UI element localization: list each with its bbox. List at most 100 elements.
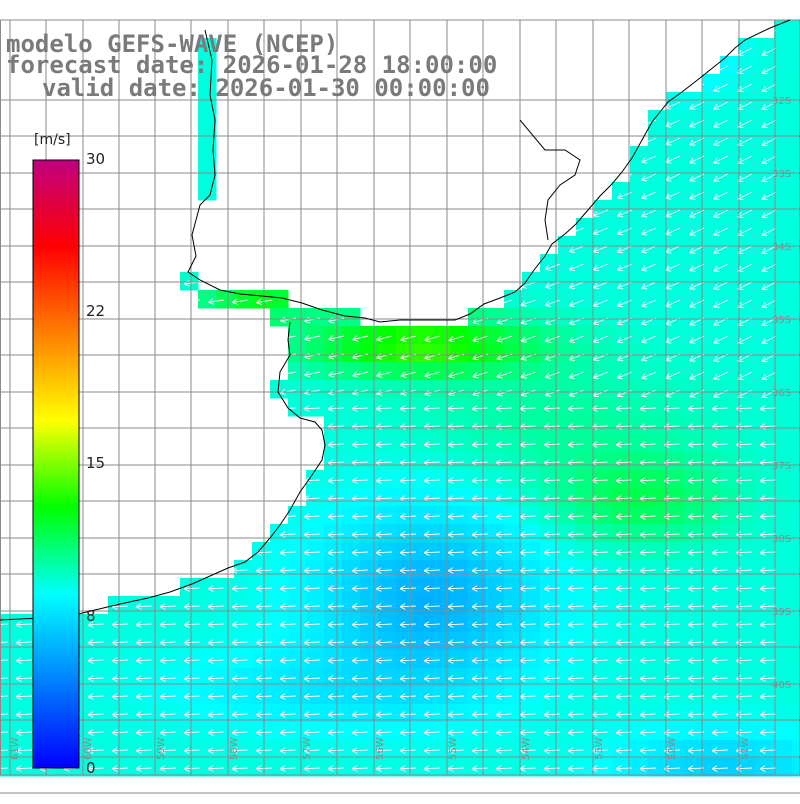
wind-arrow (279, 765, 297, 772)
wind-speed-cell (666, 146, 685, 165)
wind-arrow (495, 639, 513, 646)
wind-speed-cell (414, 542, 433, 561)
wind-speed-cell (198, 128, 217, 147)
wind-arrow (231, 729, 249, 736)
wind-speed-cell (756, 38, 775, 57)
wind-speed-cell (558, 380, 577, 399)
wind-arrow (543, 441, 561, 448)
wind-speed-cell (198, 146, 217, 165)
wind-arrow (135, 639, 153, 646)
wind-speed-cell (522, 380, 541, 399)
wind-speed-cell (720, 686, 739, 705)
wind-speed-cell (288, 650, 307, 669)
wind-speed-cell (360, 362, 379, 381)
wind-arrow (713, 101, 729, 110)
wind-arrow (616, 245, 633, 254)
wind-arrow (328, 371, 345, 378)
wind-speed-cell (126, 704, 145, 723)
wind-speed-cell (342, 434, 361, 453)
wind-speed-cell (594, 650, 613, 669)
wind-arrow (279, 370, 297, 378)
wind-speed-cell (774, 362, 793, 381)
wind-arrow (399, 405, 417, 412)
wind-arrow (761, 281, 777, 290)
wind-speed-cell (684, 650, 703, 669)
wind-arrow (159, 639, 177, 646)
wind-speed-cell (756, 254, 775, 273)
wind-arrow (231, 675, 249, 682)
wind-speed-cell (360, 542, 379, 561)
wind-speed-cell (792, 722, 800, 741)
wind-speed-cell (612, 758, 631, 777)
wind-arrow (711, 513, 729, 520)
wind-speed-cell (414, 650, 433, 669)
wind-arrow (495, 531, 513, 538)
wind-arrow (447, 441, 465, 448)
wind-speed-cell (378, 542, 397, 561)
wind-speed-cell (414, 596, 433, 615)
wind-arrow (327, 549, 345, 556)
wind-speed-cell (378, 416, 397, 435)
wind-speed-cell (684, 218, 703, 237)
wind-speed-cell (558, 236, 577, 255)
wind-arrow (87, 675, 105, 682)
wind-speed-cell (396, 524, 415, 543)
wind-speed-cell (630, 542, 649, 561)
wind-speed-cell (540, 686, 559, 705)
wind-arrow (399, 747, 417, 754)
wind-speed-cell (756, 722, 775, 741)
wind-speed-cell (486, 632, 505, 651)
wind-speed-cell (540, 668, 559, 687)
wind-speed-cell (360, 596, 379, 615)
wind-speed-cell (126, 686, 145, 705)
wind-speed-cell (702, 218, 721, 237)
wind-arrow (447, 675, 465, 682)
wind-speed-cell (702, 686, 721, 705)
colorbar-tick-15: 15 (86, 454, 106, 472)
wind-arrow (713, 227, 729, 236)
wind-arrow (159, 693, 177, 700)
wind-arrow (183, 621, 201, 628)
lon-label: 61W (10, 737, 21, 760)
wind-speed-cell (576, 524, 595, 543)
wind-arrow (640, 155, 657, 164)
wind-speed-cell (756, 326, 775, 345)
wind-arrow (352, 371, 369, 378)
wind-speed-cell (594, 578, 613, 597)
wind-speed-cell (684, 596, 703, 615)
lat-label: 38S (772, 534, 791, 545)
wind-arrow (111, 639, 129, 646)
wind-speed-cell (432, 758, 451, 777)
wind-speed-cell (630, 524, 649, 543)
wind-speed-cell (558, 722, 577, 741)
wind-arrow (471, 675, 489, 682)
wind-arrow (711, 405, 729, 412)
wind-arrow (279, 657, 297, 664)
wind-speed-cell (234, 650, 253, 669)
wind-speed-cell (468, 344, 487, 363)
wind-speed-cell (630, 488, 649, 507)
colorbar-unit-label: [m/s] (34, 132, 71, 148)
wind-speed-cell (504, 542, 523, 561)
wind-arrow (543, 621, 561, 628)
wind-arrow (543, 747, 561, 754)
wind-arrow (327, 477, 345, 484)
wind-speed-cell (558, 362, 577, 381)
wind-arrow (231, 621, 249, 628)
wind-arrow (640, 173, 657, 182)
wind-arrow (135, 621, 153, 628)
wind-speed-cell (396, 506, 415, 525)
wind-speed-cell (198, 290, 217, 309)
wind-arrow (759, 405, 777, 412)
wind-arrow (639, 639, 657, 646)
wind-speed-cell (342, 542, 361, 561)
wind-speed-cell (720, 182, 739, 201)
wind-speed-cell (450, 326, 469, 345)
wind-speed-cell (540, 614, 559, 633)
wind-speed-cell (414, 434, 433, 453)
wind-speed-cell (792, 254, 800, 273)
wind-arrow (423, 513, 441, 520)
wind-arrow (87, 621, 105, 628)
wind-speed-cell (180, 614, 199, 633)
